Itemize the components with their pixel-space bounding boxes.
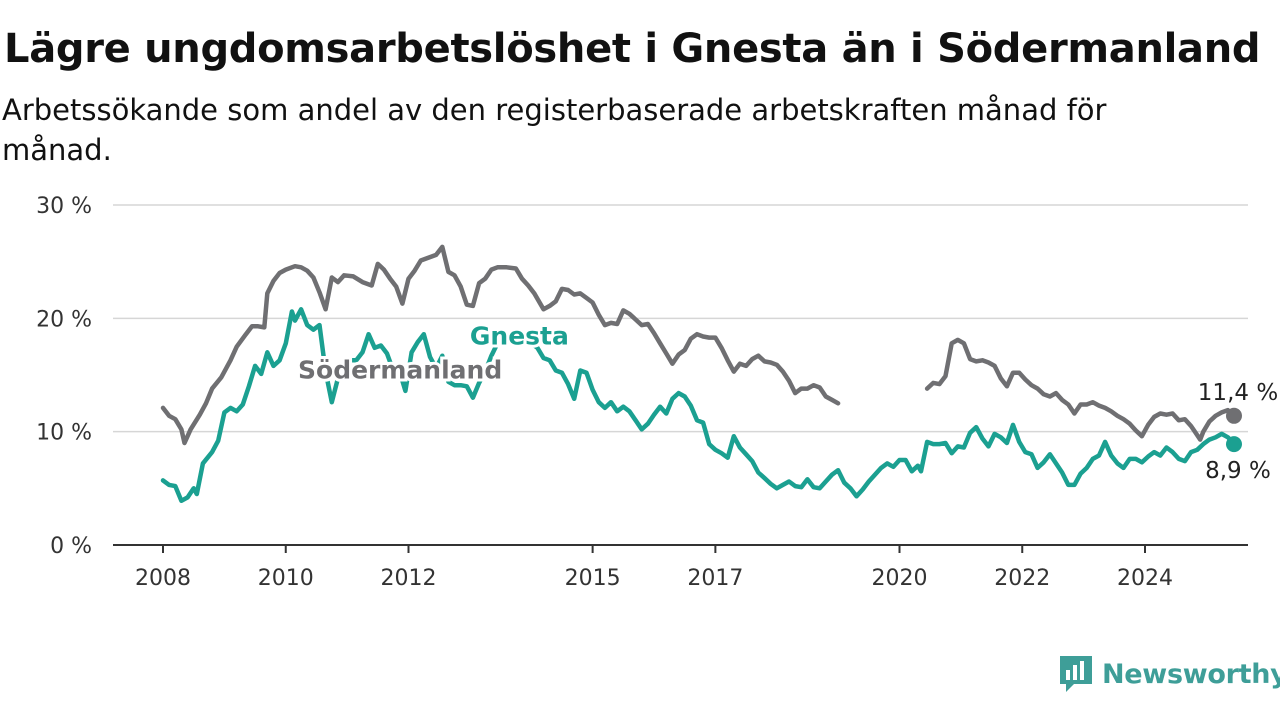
chart-subtitle: Arbetssökande som andel av den registerb…	[2, 93, 1107, 167]
x-tick-label: 2015	[565, 566, 621, 591]
y-tick-label: 10 %	[36, 421, 92, 446]
series-label-s-dermanland: Södermanland	[298, 355, 502, 384]
series-line-s-dermanland	[160, 244, 841, 446]
x-tick-label: 2012	[381, 566, 437, 591]
gridlines	[113, 204, 1248, 433]
y-axis: 0 % 10 % 20 % 30 %	[36, 194, 92, 559]
series-labels: Södermanland 11,4 % Gnesta 8,9 %	[295, 318, 1278, 484]
x-tick-label: 2010	[258, 566, 314, 591]
x-tick-label: 2017	[687, 566, 743, 591]
y-tick-label: 30 %	[36, 194, 92, 219]
series-line-gnesta	[160, 307, 500, 504]
newsworthy-logo: Newsworthy	[1058, 652, 1280, 696]
x-tick-label: 2008	[135, 566, 191, 591]
x-tick-label: 2024	[1117, 566, 1173, 591]
y-tick-label: 20 %	[36, 307, 92, 332]
series-lines	[160, 244, 1242, 504]
series-label-gnesta: Gnesta	[470, 321, 569, 350]
line-chart: 0 % 10 % 20 % 30 % 2008 2010 2012 2015 2017 2020…	[36, 194, 1278, 591]
y-tick-label: 0 %	[50, 534, 92, 559]
chart-title: Lägre ungdomsarbetslöshet i Gnesta än i …	[4, 26, 1261, 72]
series-line-gnesta	[529, 341, 1237, 499]
end-value-label-gnesta: 8,9 %	[1205, 458, 1271, 484]
x-axis: 2008 2010 2012 2015 2017 2020 2022 2024	[113, 544, 1248, 591]
end-value-label-s-dermanland: 11,4 %	[1198, 380, 1278, 406]
newsworthy-logo-icon	[1060, 656, 1092, 692]
end-marker-s-dermanland	[1225, 407, 1242, 424]
end-marker-gnesta	[1225, 436, 1242, 453]
brand-name: Newsworthy	[1102, 658, 1280, 690]
x-tick-label: 2022	[994, 566, 1050, 591]
x-tick-label: 2020	[872, 566, 928, 591]
series-line-s-dermanland	[924, 337, 1237, 442]
